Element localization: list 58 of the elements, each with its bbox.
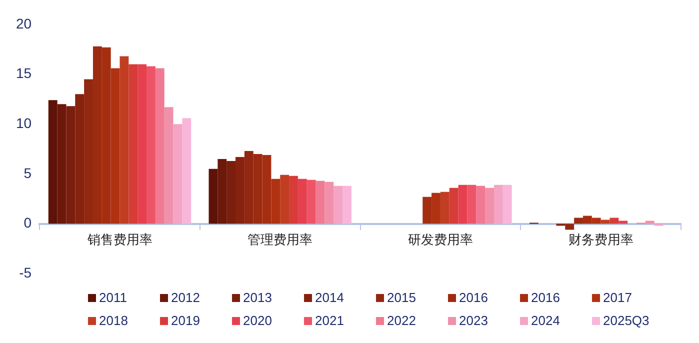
legend-label: 2022 [387, 313, 416, 328]
legend-label: 2012 [171, 290, 200, 305]
bar [289, 176, 298, 224]
bar [467, 184, 476, 224]
legend-label: 2021 [315, 313, 344, 328]
legend-label: 2016 [459, 290, 488, 305]
x-tick-label: 财务费用率 [568, 232, 634, 248]
bar [48, 100, 58, 224]
bar [440, 192, 450, 224]
y-tick-label: 0 [24, 214, 32, 231]
bar [494, 184, 503, 224]
bar [208, 168, 218, 224]
bar [334, 186, 343, 224]
bar [324, 182, 334, 224]
x-tick-label: 管理费用率 [248, 232, 313, 248]
legend-label: 2024 [531, 313, 560, 328]
bar [173, 124, 182, 224]
legend-label: 2011 [99, 290, 127, 305]
bar [306, 180, 316, 224]
bar [164, 107, 174, 224]
y-tick-label: -5 [19, 264, 32, 280]
bar [120, 56, 129, 224]
legend-label: 2019 [171, 313, 200, 328]
bar [298, 178, 307, 224]
legend-label: 2013 [243, 290, 272, 305]
bar [600, 220, 610, 224]
bar [458, 184, 468, 224]
bar [502, 184, 512, 224]
bar [155, 68, 164, 224]
y-tick-label: 5 [24, 164, 32, 181]
legend-label: 2016 [531, 290, 560, 305]
legend-label: 2014 [315, 290, 344, 305]
bar [618, 220, 628, 224]
bar [280, 174, 290, 224]
bar [57, 104, 66, 224]
bar [342, 186, 352, 224]
legend-label: 2018 [99, 313, 128, 328]
bar [449, 188, 458, 224]
bar [128, 64, 138, 224]
bar [146, 66, 156, 224]
legend-label: 2020 [243, 313, 272, 328]
y-tick-label: 20 [16, 15, 32, 32]
bar [645, 220, 654, 224]
legend-label: 2015 [387, 290, 416, 305]
y-tick-label: 10 [16, 114, 32, 131]
legend-label: 2017 [603, 290, 632, 305]
bar [610, 218, 619, 224]
bar [182, 118, 192, 224]
x-tick-label: 研发费用率 [408, 232, 473, 248]
bar [138, 64, 147, 224]
legend-label: 2023 [459, 313, 488, 328]
legend-label: 2025Q3 [603, 313, 650, 328]
bar [316, 180, 325, 224]
y-tick-label: 15 [16, 65, 32, 82]
x-tick-label: 销售费用率 [86, 232, 152, 248]
bar [485, 188, 494, 224]
bar [476, 186, 486, 224]
bar [218, 158, 227, 224]
